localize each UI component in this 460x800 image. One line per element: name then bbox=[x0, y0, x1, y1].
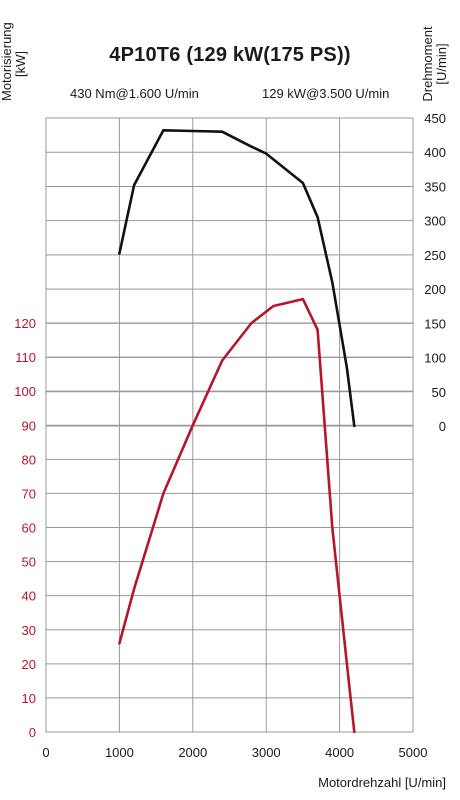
y-left-tick-label: 110 bbox=[15, 350, 36, 365]
y-right-tick-label: 50 bbox=[432, 385, 446, 400]
y-left-tick-label: 40 bbox=[22, 589, 36, 604]
x-tick-label: 0 bbox=[42, 745, 49, 760]
y-right-tick-label: 250 bbox=[424, 248, 446, 263]
y-left-tick-label: 20 bbox=[22, 657, 36, 672]
y-right-tick-label: 400 bbox=[424, 145, 446, 160]
y-left-tick-label: 0 bbox=[29, 725, 36, 740]
torque-series-line bbox=[118, 129, 356, 428]
power-series-line bbox=[118, 297, 356, 734]
y-left-tick-label: 60 bbox=[22, 521, 36, 536]
y-left-tick-label: 50 bbox=[22, 555, 36, 570]
y-right-tick-label: 0 bbox=[439, 419, 446, 434]
y-right-tick-label: 150 bbox=[424, 316, 446, 331]
y-right-tick-label: 450 bbox=[424, 111, 446, 126]
x-axis-label: Motordrehzahl [U/min] bbox=[318, 775, 446, 790]
chart-title-main: 4P10T6 bbox=[109, 44, 181, 66]
x-tick-label: 2000 bbox=[178, 745, 207, 760]
y-right-tick-label: 100 bbox=[424, 351, 446, 366]
y-left-tick-label: 70 bbox=[22, 486, 36, 501]
y-left-tick-label: 30 bbox=[22, 623, 36, 638]
y-right-tick-label: 350 bbox=[424, 179, 446, 194]
y-right-tick-label: 300 bbox=[424, 214, 446, 229]
subtitle-torque-peak: 430 Nm@1.600 U/min bbox=[70, 86, 199, 101]
subtitle-power-peak: 129 kW@3.500 U/min bbox=[262, 86, 390, 101]
x-tick-label: 3000 bbox=[252, 745, 281, 760]
chart-title: 4P10T6 (129 kW(175 PS)) bbox=[0, 44, 460, 67]
y-left-tick-label: 80 bbox=[22, 452, 36, 467]
x-tick-label: 5000 bbox=[399, 745, 428, 760]
y-left-tick-label: 100 bbox=[14, 384, 36, 399]
chart-title-bold: (129 kW(175 PS)) bbox=[186, 44, 351, 66]
y-left-tick-label: 90 bbox=[22, 418, 36, 433]
plot-frame bbox=[45, 117, 414, 733]
y-right-tick-label: 200 bbox=[424, 282, 446, 297]
x-tick-label: 4000 bbox=[325, 745, 354, 760]
y-left-tick-label: 120 bbox=[14, 316, 36, 331]
y-left-tick-label: 10 bbox=[22, 691, 36, 706]
x-tick-label: 1000 bbox=[105, 745, 134, 760]
